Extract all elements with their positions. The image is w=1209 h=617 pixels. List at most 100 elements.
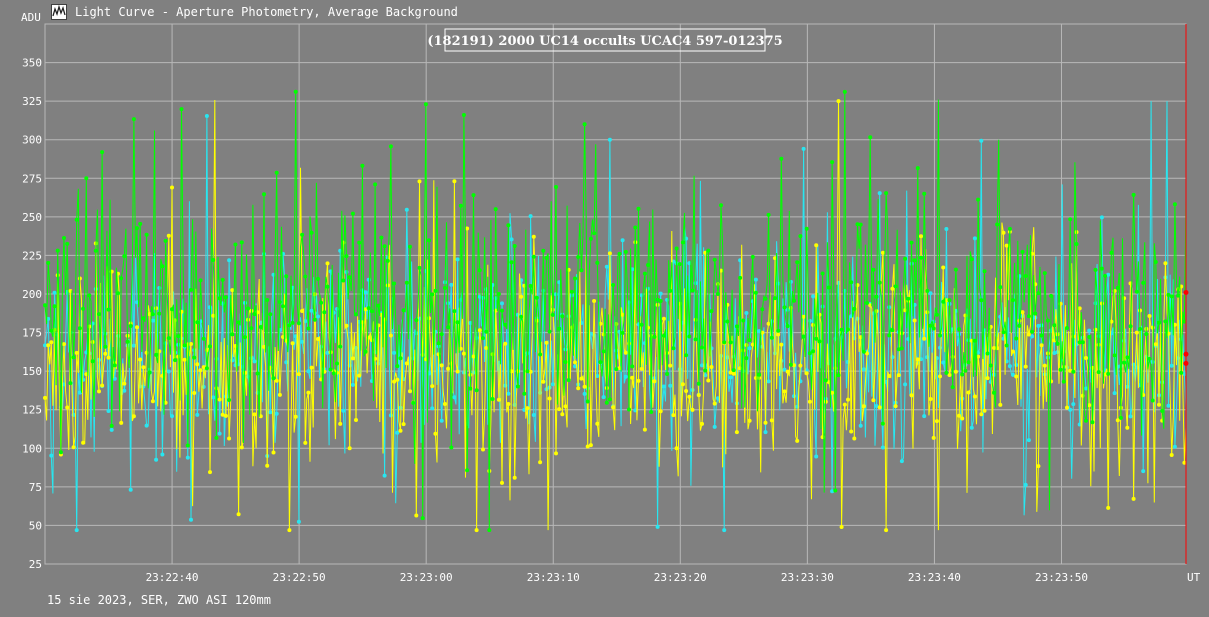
data-point [846, 397, 850, 402]
data-point [170, 307, 174, 312]
data-point [1001, 330, 1006, 335]
data-point [995, 222, 1000, 227]
data-point [452, 309, 457, 314]
data-point [1169, 294, 1174, 299]
data-point [452, 179, 457, 184]
data-point [620, 330, 625, 335]
data-point [347, 446, 352, 451]
data-point [830, 160, 835, 165]
data-point [325, 284, 330, 289]
data-point [753, 290, 758, 295]
data-point [731, 371, 736, 376]
data-point [1030, 334, 1035, 339]
data-point [712, 401, 717, 406]
data-point [1045, 318, 1050, 323]
data-point [582, 391, 587, 396]
data-point [769, 335, 774, 340]
data-point [141, 316, 146, 321]
data-point [690, 288, 695, 293]
light-curve-app-icon[interactable] [51, 4, 67, 20]
series-line [44, 91, 1187, 531]
data-point [503, 341, 508, 346]
data-point [179, 107, 184, 112]
data-point [233, 242, 238, 247]
data-point [1033, 311, 1038, 316]
data-point [189, 517, 193, 522]
data-point [236, 320, 241, 325]
data-point [1036, 323, 1041, 328]
data-point [804, 368, 809, 373]
data-point [366, 277, 371, 282]
y-tick-label: 225 [22, 249, 42, 262]
data-point [217, 431, 222, 436]
data-point [1141, 280, 1146, 285]
data-point [595, 260, 600, 265]
data-point [138, 221, 143, 226]
data-point [404, 361, 409, 366]
data-point [154, 352, 159, 357]
data-point [395, 377, 400, 382]
data-point [195, 412, 200, 417]
data-point [1182, 460, 1187, 465]
data-point [519, 314, 524, 319]
data-point [801, 314, 806, 319]
data-point [766, 212, 771, 217]
data-point [1106, 505, 1111, 510]
data-point [303, 274, 308, 279]
data-point [138, 357, 143, 362]
data-point [849, 280, 854, 285]
data-point [658, 299, 663, 303]
data-point [461, 351, 466, 356]
data-point [109, 427, 114, 432]
data-point [671, 346, 676, 351]
data-point [490, 397, 495, 401]
data-point [411, 400, 416, 405]
data-point [192, 391, 197, 395]
data-point [884, 528, 889, 533]
data-point [728, 370, 733, 375]
data-point [350, 211, 355, 216]
data-point [712, 424, 717, 429]
data-point [1023, 274, 1028, 278]
data-point [477, 328, 482, 333]
data-point [468, 321, 473, 325]
data-point [804, 226, 809, 231]
data-point [493, 207, 498, 212]
data-point [906, 296, 911, 301]
data-point [300, 339, 305, 344]
data-point [496, 397, 501, 402]
data-point [243, 335, 247, 340]
data-point [84, 176, 89, 181]
data-point [674, 446, 679, 451]
data-point [604, 400, 609, 405]
data-point [262, 192, 266, 197]
data-point [652, 379, 657, 384]
data-point [223, 413, 228, 418]
data-point [998, 285, 1003, 290]
data-point [1068, 217, 1073, 222]
data-point [100, 383, 105, 388]
data-point [1084, 356, 1088, 360]
data-point [1039, 343, 1044, 348]
data-point [458, 203, 463, 208]
data-point [1077, 340, 1082, 345]
data-point [1007, 364, 1012, 369]
data-point [985, 351, 990, 356]
data-point [579, 268, 584, 273]
data-point [404, 207, 409, 212]
current-value-marker [1183, 360, 1189, 366]
data-point [1176, 293, 1181, 298]
data-point [43, 303, 47, 308]
data-point [709, 365, 714, 369]
data-point [700, 345, 704, 350]
data-point [500, 301, 504, 306]
data-point [922, 336, 927, 341]
data-point [344, 270, 349, 274]
data-point [243, 300, 247, 305]
data-point [874, 404, 879, 408]
y-tick-label: 50 [29, 519, 42, 532]
data-point [880, 250, 885, 255]
data-point [208, 344, 212, 349]
data-point [1065, 326, 1069, 330]
